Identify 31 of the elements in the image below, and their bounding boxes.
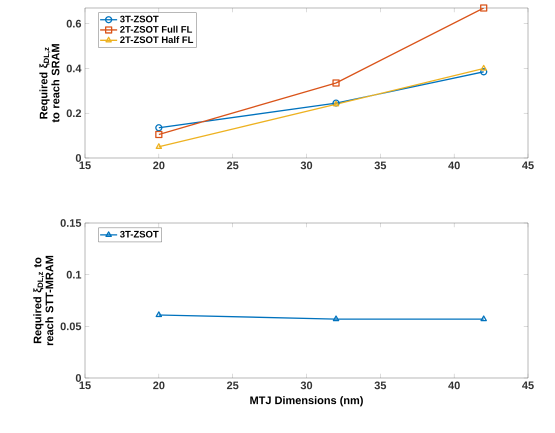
x-tick-label: 30: [300, 162, 312, 170]
x-tick-label: 25: [226, 162, 238, 170]
point: [332, 79, 340, 87]
x-tick-label: 15: [80, 382, 91, 390]
x-tick-label: 45: [522, 382, 534, 390]
x-axis-title: MTJ Dimensions (nm): [250, 396, 363, 406]
legend-label: 3T-ZSOT: [120, 16, 159, 22]
y-tick-label: 0: [76, 154, 82, 162]
point: [155, 130, 162, 138]
x-tick-label: 20: [153, 162, 164, 170]
y-tick-label: 0: [76, 374, 82, 382]
legend-label: 2T-ZSOT Half FL: [120, 36, 194, 44]
x-tick-label: 30: [300, 382, 312, 390]
y-tick-label: 0.6: [66, 20, 82, 28]
y-tick-label: 0.4: [66, 64, 82, 72]
legend-label: 2T-ZSOT Full FL: [120, 26, 192, 33]
y-tick-label: 0.05: [60, 322, 82, 330]
legend-label: 3T-ZSOT: [120, 230, 159, 238]
x-tick-label: 35: [374, 382, 386, 390]
x-tick-label: 40: [448, 382, 460, 390]
x-tick-label: 20: [153, 382, 164, 390]
x-tick-label: 40: [448, 162, 460, 170]
y-tick-label: 0.15: [60, 219, 82, 227]
y-axis-title: Required ξ$_{DL,z}$ to reach SRAM: [39, 44, 60, 122]
y-tick-label: 0.1: [66, 270, 82, 279]
x-tick-label: 45: [522, 162, 534, 170]
point: [480, 4, 488, 12]
x-tick-label: 15: [80, 162, 91, 170]
x-tick-label: 35: [374, 162, 386, 170]
x-tick-label: 25: [226, 382, 238, 390]
y-tick-label: 0.2: [66, 109, 82, 118]
